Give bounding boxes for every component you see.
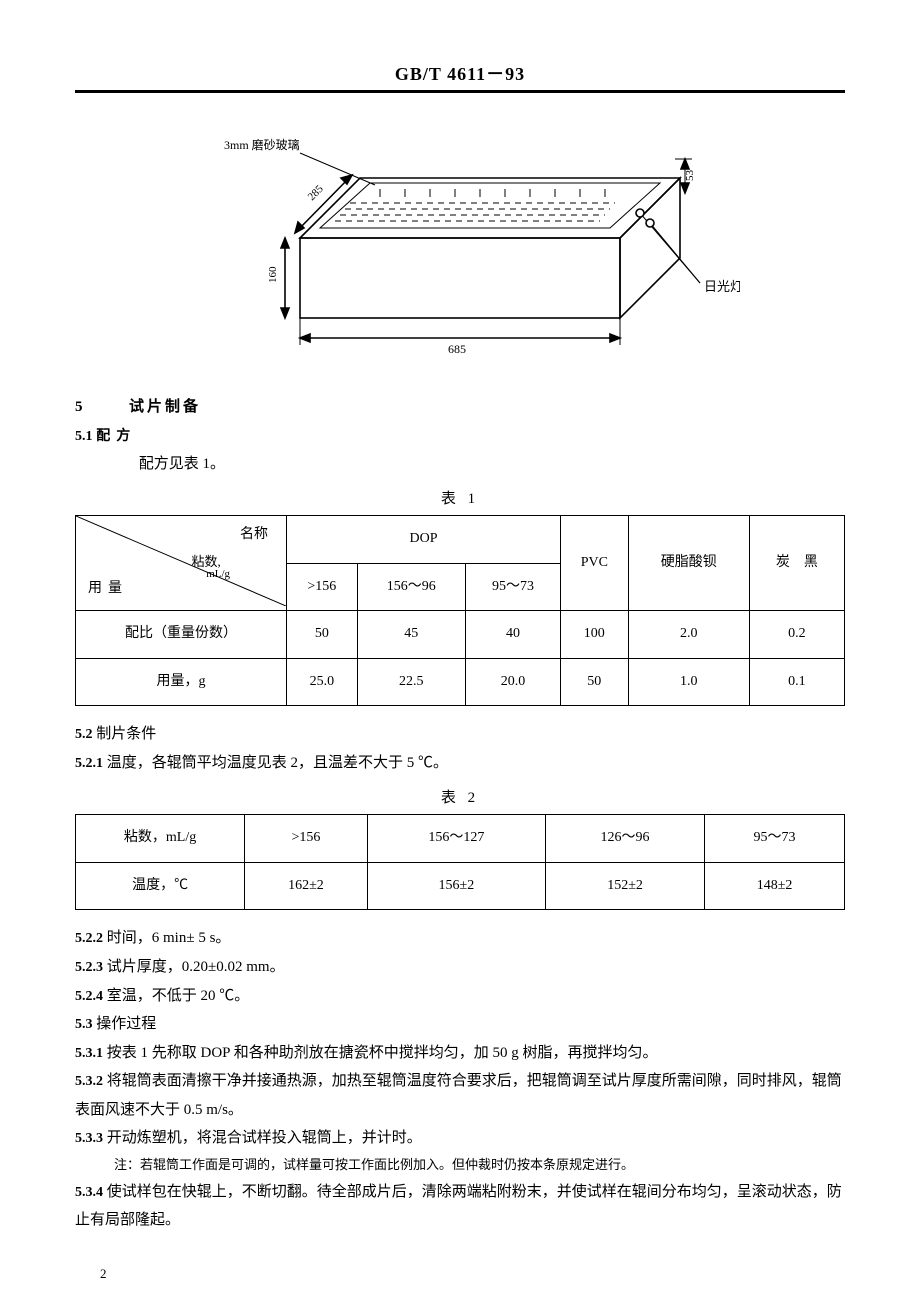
t2h1: 粘数，mL/g: [76, 815, 245, 863]
col-pvc: PVC: [561, 516, 629, 611]
col-carbon: 炭 黑: [749, 516, 844, 611]
diagram-depth: 285: [306, 183, 327, 204]
sec533-note: 注：若辊筒工作面是可调的，试样量可按工作面比例加入。但仲裁时仍按本条原规定进行。: [114, 1153, 845, 1178]
sec522: 5.2.2 时间，6 min± 5 s。: [75, 924, 845, 953]
sec53-title: 操作过程: [96, 1016, 156, 1032]
sec523-num: 5.2.3: [75, 960, 103, 975]
sec522-text: 时间，6 min± 5 s。: [107, 930, 231, 946]
diagram-glass-label: 3mm 磨砂玻璃: [224, 138, 300, 152]
row1-label: 配比（重量份数）: [76, 611, 287, 659]
table2-caption: 表 2: [75, 784, 845, 813]
sec51: 5.1 配方 配方见表 1。: [75, 422, 845, 479]
r2b: 22.5: [357, 658, 465, 706]
sec51-title: 配方: [96, 429, 136, 444]
t2c1: >156: [245, 815, 368, 863]
sec52: 5.2 制片条件: [75, 720, 845, 749]
sec52-num: 5.2: [75, 727, 93, 742]
sec521: 5.2.1 温度，各辊筒平均温度见表 2，且温差不大于 5 ℃。: [75, 749, 845, 778]
r1ba: 2.0: [628, 611, 749, 659]
t2h2: 温度，℃: [76, 862, 245, 910]
diagram-side: 53: [684, 170, 696, 182]
table-2: 粘数，mL/g >156 156～127 126～96 95～73 温度，℃ 1…: [75, 814, 845, 910]
t2v3: 152±2: [546, 862, 705, 910]
r2c: 20.0: [465, 658, 560, 706]
diagram-light-label: 日光灯: [704, 279, 740, 294]
sec524-num: 5.2.4: [75, 989, 103, 1004]
t2v1: 162±2: [245, 862, 368, 910]
diagram-width: 685: [448, 342, 466, 356]
apparatus-diagram: 3mm 磨砂玻璃 285 160 685 53 日光灯: [180, 123, 740, 363]
r1pvc: 100: [561, 611, 629, 659]
sec532-text: 将辊筒表面清擦干净并接通热源，加热至辊筒温度符合要求后，把辊筒调至试片厚度所需间…: [75, 1073, 842, 1118]
r2pvc: 50: [561, 658, 629, 706]
diagram-height: 160: [267, 266, 279, 283]
t2c3: 126～96: [546, 815, 705, 863]
sec521-text: 温度，各辊筒平均温度见表 2，且温差不大于 5 ℃。: [107, 755, 448, 771]
sec523-text: 试片厚度，0.20±0.02 mm。: [107, 959, 285, 975]
sec53-num: 5.3: [75, 1017, 93, 1032]
sec532: 5.3.2 将辊筒表面清擦干净并接通热源，加热至辊筒温度符合要求后，把辊筒调至试…: [75, 1067, 845, 1124]
sec532-num: 5.3.2: [75, 1074, 103, 1089]
sec522-num: 5.2.2: [75, 931, 103, 946]
row2-label: 用量，g: [76, 658, 287, 706]
diag-bot: 用量: [88, 576, 128, 603]
t2v2: 156±2: [367, 862, 545, 910]
dop-c: 95～73: [465, 563, 560, 611]
page-number: 2: [100, 1266, 107, 1282]
col-dop: DOP: [287, 516, 561, 564]
sec52-title: 制片条件: [96, 726, 156, 742]
dop-a: >156: [287, 563, 358, 611]
sec533: 5.3.3 开动炼塑机，将混合试样投入辊筒上，并计时。: [75, 1124, 845, 1153]
t2v4: 148±2: [705, 862, 845, 910]
r2cb: 0.1: [749, 658, 844, 706]
sec51-num: 5.1: [75, 429, 93, 444]
sec51-line: 配方见表 1。: [139, 456, 225, 472]
sec5-heading: 5 试片制备: [75, 393, 845, 422]
r1cb: 0.2: [749, 611, 844, 659]
diag-top: 名称: [240, 522, 268, 549]
sec533-num: 5.3.3: [75, 1131, 103, 1146]
col-ba: 硬脂酸钡: [628, 516, 749, 611]
diag-unit: mL/g: [206, 564, 230, 585]
r1c: 40: [465, 611, 560, 659]
table1-diag-header: 名称 粘数, mL/g 用量: [76, 516, 287, 611]
r1b: 45: [357, 611, 465, 659]
sec53: 5.3 操作过程: [75, 1010, 845, 1039]
r2a: 25.0: [287, 658, 358, 706]
sec534: 5.3.4 使试样包在快辊上，不断切翻。待全部成片后，清除两端粘附粉末，并使试样…: [75, 1178, 845, 1235]
sec5-title: 试片制备: [129, 399, 201, 415]
section-5: 5 试片制备 5.1 配方 配方见表 1。 表 1 名称 粘数, mL/g 用量: [75, 393, 845, 1235]
dop-b: 156～96: [357, 563, 465, 611]
sec521-num: 5.2.1: [75, 756, 103, 771]
document-page: GB/T 4611－93: [0, 0, 920, 1302]
sec531: 5.3.1 按表 1 先称取 DOP 和各种助剂放在搪瓷杯中搅拌均匀，加 50 …: [75, 1039, 845, 1068]
t2c2: 156～127: [367, 815, 545, 863]
sec533-text: 开动炼塑机，将混合试样投入辊筒上，并计时。: [107, 1130, 422, 1146]
r1a: 50: [287, 611, 358, 659]
table1-caption: 表 1: [75, 485, 845, 514]
r2ba: 1.0: [628, 658, 749, 706]
t2c4: 95～73: [705, 815, 845, 863]
standard-number: GB/T 4611－93: [75, 60, 845, 93]
sec531-text: 按表 1 先称取 DOP 和各种助剂放在搪瓷杯中搅拌均匀，加 50 g 树脂，再…: [107, 1045, 658, 1061]
sec5-num: 5: [75, 399, 86, 415]
sec524-text: 室温，不低于 20 ℃。: [107, 988, 250, 1004]
sec524: 5.2.4 室温，不低于 20 ℃。: [75, 982, 845, 1011]
sec534-text: 使试样包在快辊上，不断切翻。待全部成片后，清除两端粘附粉末，并使试样在辊间分布均…: [75, 1184, 842, 1229]
sec523: 5.2.3 试片厚度，0.20±0.02 mm。: [75, 953, 845, 982]
sec534-num: 5.3.4: [75, 1185, 103, 1200]
table-1: 名称 粘数, mL/g 用量 DOP PVC 硬脂酸钡 炭 黑 >156 156…: [75, 515, 845, 706]
sec531-num: 5.3.1: [75, 1046, 103, 1061]
